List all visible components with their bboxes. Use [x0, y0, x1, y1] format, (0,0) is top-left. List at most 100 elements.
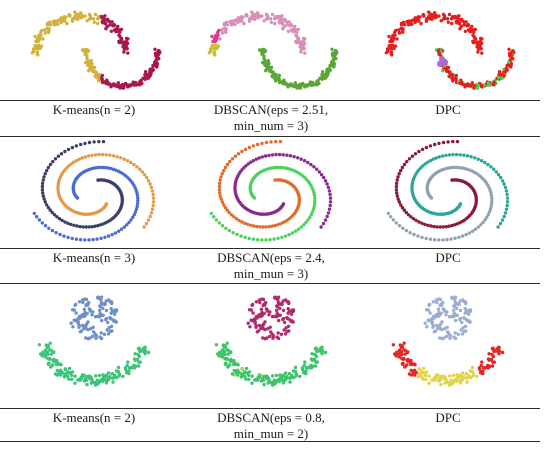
- data-point: [46, 29, 51, 34]
- data-point: [59, 152, 64, 156]
- data-point: [293, 229, 298, 233]
- data-point: [104, 381, 109, 385]
- data-point: [500, 179, 505, 183]
- data-point: [457, 235, 461, 239]
- data-point: [431, 300, 436, 304]
- data-point: [476, 86, 480, 90]
- data-point: [430, 320, 434, 324]
- data-point: [99, 331, 103, 335]
- data-point: [281, 308, 286, 313]
- data-point: [78, 316, 83, 320]
- data-point: [250, 10, 254, 14]
- data-point: [503, 185, 508, 190]
- data-point: [312, 191, 316, 195]
- data-point: [479, 159, 484, 163]
- data-point: [426, 318, 430, 322]
- data-point: [454, 19, 458, 24]
- data-point: [66, 221, 70, 225]
- data-point: [270, 224, 274, 228]
- data-point: [480, 360, 484, 364]
- data-point: [215, 46, 219, 51]
- data-point: [114, 309, 119, 313]
- data-point: [422, 14, 426, 18]
- data-point: [283, 320, 287, 325]
- data-point: [302, 159, 307, 163]
- data-point: [320, 348, 324, 352]
- data-point: [287, 20, 291, 24]
- data-point: [405, 159, 409, 164]
- data-point: [441, 69, 445, 73]
- data-point: [245, 371, 249, 375]
- data-point: [35, 215, 39, 219]
- data-point: [286, 324, 291, 328]
- data-point: [505, 200, 510, 204]
- data-point: [219, 197, 223, 201]
- data-point: [217, 184, 222, 189]
- data-point: [285, 153, 289, 157]
- data-point: [52, 213, 57, 217]
- data-point: [504, 189, 509, 193]
- data-point: [394, 188, 399, 192]
- data-point: [455, 165, 459, 170]
- data-point: [453, 14, 458, 19]
- data-point: [262, 56, 266, 61]
- data-point: [497, 348, 501, 352]
- data-point: [385, 47, 390, 51]
- data-point: [313, 199, 317, 203]
- data-point: [50, 210, 54, 215]
- panel-caption: DBSCAN(eps = 2.51, min_num = 3): [181, 102, 361, 134]
- data-point: [445, 325, 449, 329]
- table-rule: [0, 441, 540, 442]
- data-point: [441, 17, 446, 21]
- data-point: [481, 220, 485, 225]
- data-point: [267, 153, 271, 158]
- data-point: [104, 166, 108, 170]
- data-point: [135, 165, 139, 169]
- data-point: [315, 349, 320, 353]
- data-point: [397, 172, 401, 176]
- data-point: [311, 207, 316, 211]
- data-point: [271, 336, 275, 340]
- data-point: [48, 23, 53, 27]
- data-point: [462, 300, 466, 304]
- data-point: [289, 312, 294, 316]
- data-point: [470, 365, 475, 370]
- data-point: [113, 231, 118, 235]
- data-point: [249, 318, 253, 322]
- caption-line: DPC: [435, 102, 461, 117]
- scatter-plot: [386, 140, 510, 242]
- data-point: [88, 64, 93, 68]
- data-point: [296, 156, 300, 160]
- data-point: [423, 373, 428, 378]
- data-point: [83, 378, 87, 382]
- data-point: [272, 17, 277, 21]
- data-point: [328, 200, 333, 204]
- data-point: [271, 374, 275, 378]
- data-point: [121, 40, 126, 44]
- data-point: [440, 154, 445, 158]
- data-point: [482, 83, 486, 87]
- data-point: [453, 301, 458, 305]
- data-point: [412, 362, 416, 366]
- data-point: [505, 203, 509, 208]
- data-point: [391, 343, 396, 347]
- data-point: [448, 336, 452, 340]
- caption-line: K-means(n = 2): [52, 410, 136, 425]
- data-point: [125, 363, 129, 368]
- data-point: [476, 47, 481, 51]
- data-point: [389, 215, 393, 219]
- data-point: [254, 157, 258, 161]
- data-point: [223, 356, 227, 361]
- data-point: [63, 367, 68, 372]
- data-point: [402, 341, 406, 345]
- data-point: [476, 157, 480, 161]
- data-point: [33, 34, 37, 39]
- data-point: [114, 30, 119, 34]
- data-point: [100, 77, 104, 81]
- data-point: [313, 364, 318, 368]
- data-point: [255, 316, 259, 320]
- data-point: [415, 19, 420, 23]
- data-point: [262, 374, 266, 379]
- data-point: [490, 199, 494, 203]
- data-point: [463, 324, 468, 328]
